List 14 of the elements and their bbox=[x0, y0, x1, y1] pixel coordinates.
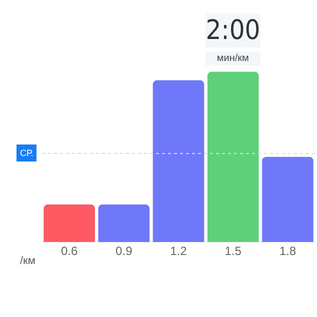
bar bbox=[262, 156, 314, 242]
bar bbox=[207, 72, 259, 242]
x-tick-label: 1.2 bbox=[170, 244, 188, 258]
x-tick-label: 0.6 bbox=[60, 244, 78, 258]
ref-line-label: СР. bbox=[20, 148, 34, 158]
x-tick-label: 1.8 bbox=[279, 244, 296, 258]
annotation: мин/км bbox=[216, 53, 250, 64]
annotation: 2:00 bbox=[206, 15, 260, 46]
x-tick-label: 1.5 bbox=[224, 244, 242, 258]
bar bbox=[44, 204, 95, 242]
bar bbox=[152, 80, 204, 242]
x-tick-label: 0.9 bbox=[116, 244, 133, 258]
bar bbox=[98, 204, 150, 242]
x-axis-title: /км bbox=[20, 255, 36, 267]
